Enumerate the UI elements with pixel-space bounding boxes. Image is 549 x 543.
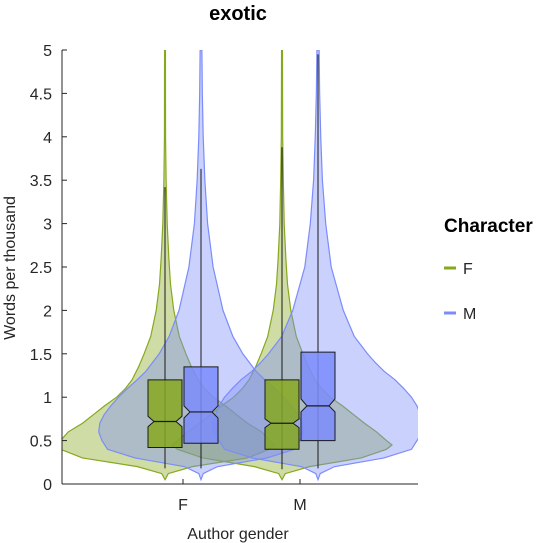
y-tick-label: 3 [43, 217, 52, 234]
box-F-F [147, 379, 183, 449]
x-tick-label: F [178, 497, 188, 514]
legend-label-F: F [463, 261, 473, 278]
axes: 0 0.5 1 1.5 2 2.5 3 3.5 4 4.5 5 F M [30, 43, 418, 514]
y-axis-title: Words per thousand [2, 196, 19, 340]
x-axis-title: Author gender [187, 526, 289, 543]
y-tick-label: 0.5 [30, 434, 52, 451]
y-tick-label: 5 [43, 43, 52, 60]
box-M-F [183, 366, 219, 444]
y-tick-label: 4 [43, 130, 52, 147]
box-F-M [264, 379, 300, 450]
y-tick-label: 1.5 [30, 347, 52, 364]
legend-label-M: M [463, 306, 476, 323]
y-tick-label: 2 [43, 303, 52, 320]
y-tick-label: 2.5 [30, 260, 52, 277]
x-tick-label: M [293, 497, 306, 514]
y-tick-label: 0 [43, 477, 52, 494]
y-tick-label: 4.5 [30, 86, 52, 103]
violin-layer [62, 50, 418, 482]
y-tick-label: 3.5 [30, 173, 52, 190]
y-tick-label: 1 [43, 390, 52, 407]
box-layer [147, 54, 336, 470]
legend: Character F M [444, 216, 533, 323]
chart-title: exotic [209, 3, 267, 25]
violin-F-F [62, 50, 276, 481]
box-M-M [300, 351, 336, 442]
legend-title: Character [444, 216, 533, 237]
